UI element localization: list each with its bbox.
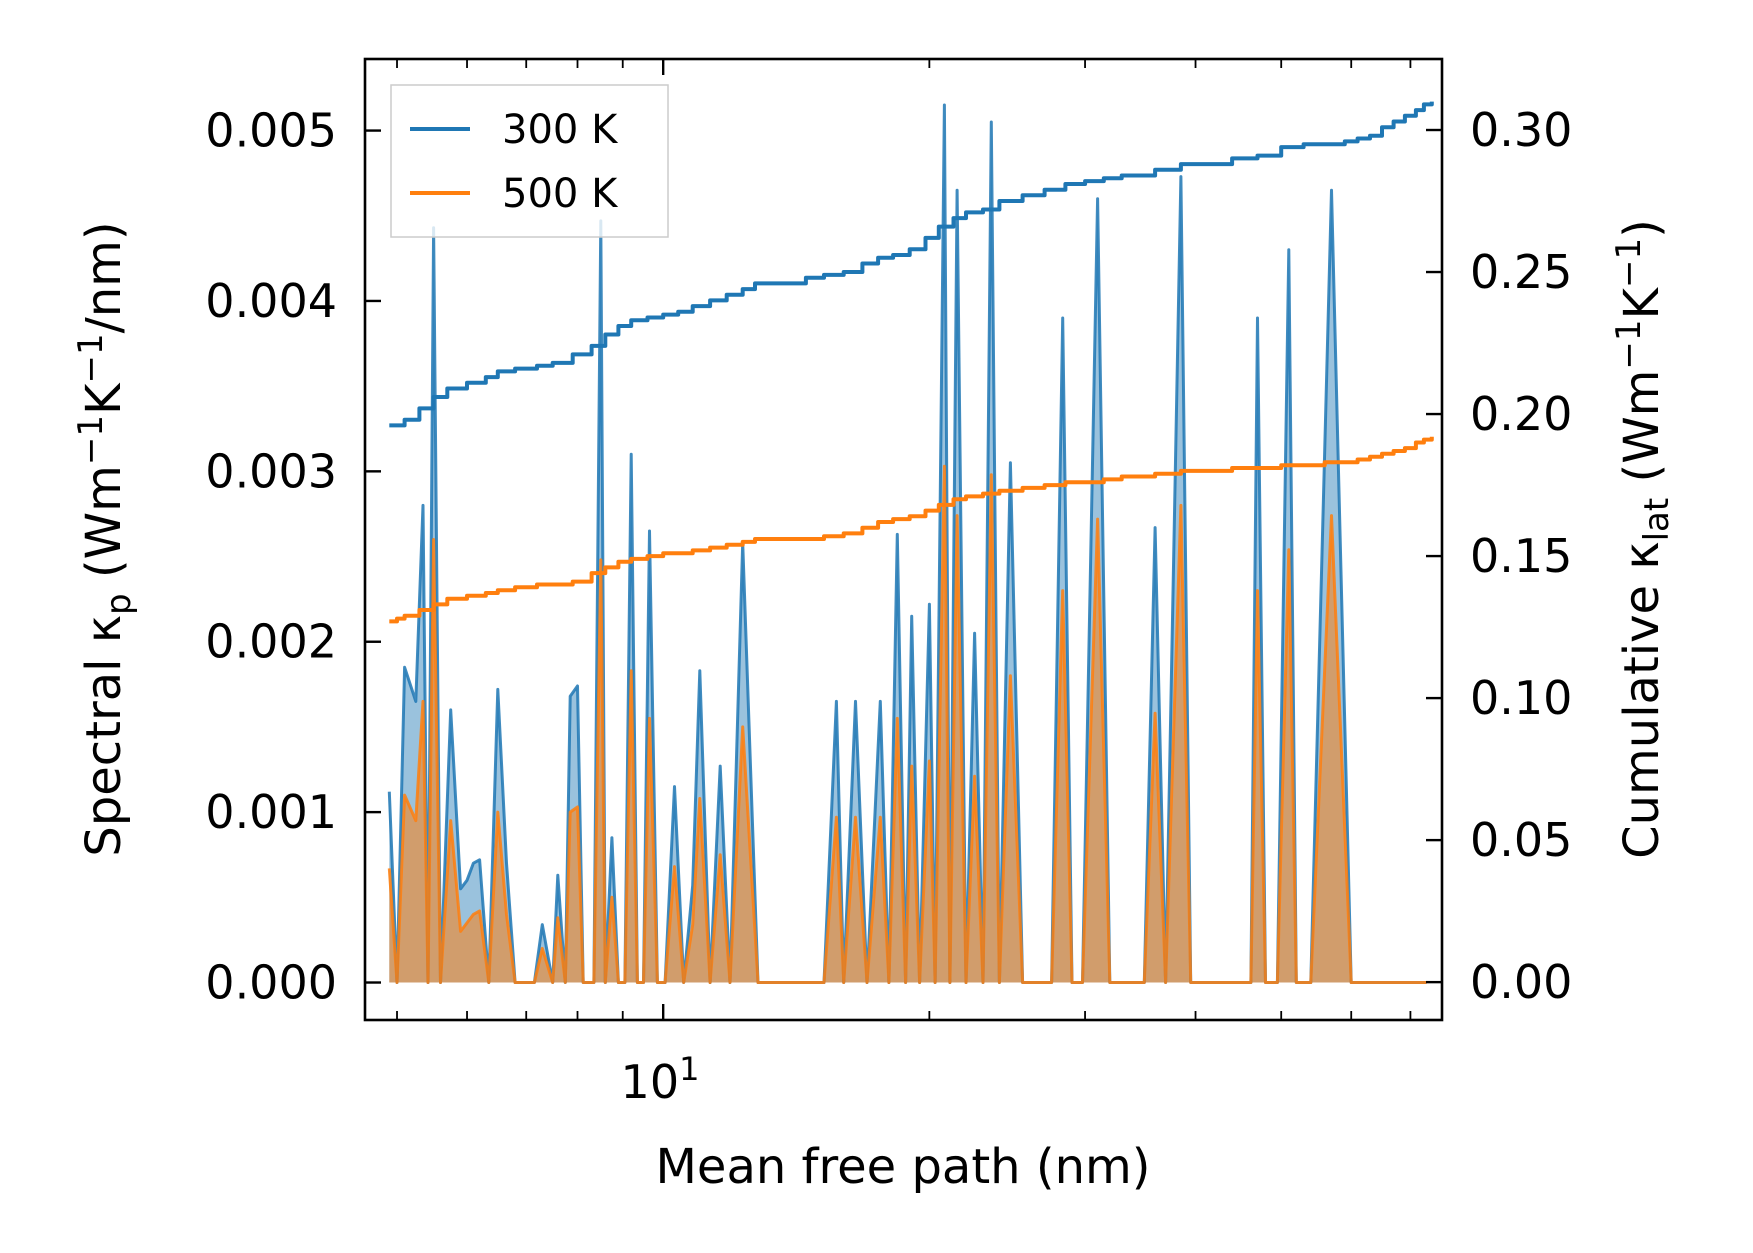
y-left-tick-label: 0.005 (205, 104, 337, 158)
axes-frame (363, 57, 1444, 1022)
tick-labels: 0.000 0.001 0.002 0.003 0.004 0.005 0.00 0.05 0.… (205, 103, 1572, 1010)
y-right-tick-label: 0.20 (1470, 387, 1572, 441)
legend: 300 K 500 K (390, 84, 669, 238)
axis-ticks (365, 59, 1442, 1020)
x-axis-title: Mean free path (nm) (656, 1139, 1151, 1195)
y-right-tick-label: 0.25 (1470, 245, 1572, 299)
y-left-tick-label: 0.004 (205, 274, 337, 328)
spectral-line-500k (387, 464, 1427, 984)
y-left-tick-label: 0.002 (205, 615, 337, 669)
y-right-tick-label: 0.05 (1470, 813, 1572, 867)
legend-label-500k: 500 K (502, 171, 619, 217)
y-right-tick-label: 0.15 (1470, 529, 1572, 583)
cumulative-line-300k (389, 101, 1434, 428)
legend-box (390, 84, 669, 238)
cumulative-line-500k (389, 436, 1434, 624)
y-left-tick-label: 0.001 (205, 785, 337, 839)
y-left-tick-label: 0.000 (205, 956, 337, 1010)
y-left-tick-label: 0.003 (205, 444, 337, 498)
y-right-tick-label: 0.30 (1470, 103, 1572, 157)
y-right-tick-label: 0.10 (1470, 671, 1572, 725)
plot-area (387, 101, 1434, 984)
legend-label-300k: 300 K (502, 107, 619, 153)
x-tick-label-10: 101 (621, 1050, 700, 1109)
y-right-tick-label: 0.00 (1470, 955, 1572, 1009)
series-fill-500k (389, 466, 1427, 983)
y-axis-title-left: Spectral κp (Wm−1K−1/nm) (71, 221, 139, 856)
y-axis-title-right: Cumulative κlat (Wm−1K−1) (1609, 219, 1677, 859)
